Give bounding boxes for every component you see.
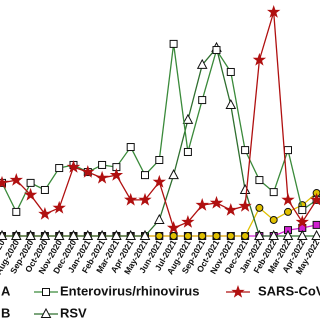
marker-circle: [169, 232, 178, 240]
marker-triangle: [111, 229, 122, 240]
marker-square: [183, 147, 192, 156]
marker-square: [312, 220, 320, 229]
legend-item: SARS-CoV-2: [226, 283, 320, 298]
marker-triangle: [96, 229, 108, 240]
marker-star: [209, 195, 224, 209]
marker-square: [12, 207, 21, 216]
marker-star: [252, 52, 267, 66]
series-line: [1, 43, 317, 214]
marker-star: [81, 165, 95, 178]
marker-circle: [155, 232, 164, 240]
marker-square: [298, 206, 307, 215]
marker-star: [295, 215, 309, 228]
marker-triangle: [0, 229, 8, 240]
marker-triangle: [40, 307, 52, 318]
marker-triangle: [311, 229, 320, 240]
marker-square: [284, 146, 292, 155]
marker-square: [155, 156, 164, 165]
legend-label: A: [1, 283, 11, 298]
marker-star: [138, 192, 152, 206]
legend-item: A: [1, 283, 11, 298]
marker-star: [231, 284, 245, 298]
marker-triangle: [282, 229, 294, 240]
marker-square: [226, 67, 235, 76]
marker-square: [55, 164, 64, 173]
marker-star: [66, 160, 81, 173]
marker-circle: [183, 232, 192, 240]
marker-triangle: [239, 183, 251, 194]
marker-star: [0, 175, 9, 189]
marker-triangle: [225, 98, 237, 110]
marker-star: [124, 192, 138, 206]
marker-star: [95, 170, 109, 184]
marker-star: [281, 192, 295, 206]
marker-triangle: [268, 229, 280, 240]
marker-star: [309, 192, 320, 206]
marker-square: [26, 178, 35, 187]
marker-triangle: [125, 229, 137, 240]
marker-star: [152, 174, 166, 188]
marker-square: [40, 185, 49, 194]
legend-label: B: [1, 305, 10, 320]
marker-square: [241, 146, 250, 155]
marker-triangle: [25, 229, 36, 240]
marker-star: [181, 215, 195, 228]
marker-triangle: [53, 229, 65, 240]
marker-square: [269, 188, 278, 197]
marker-star: [23, 187, 38, 201]
marker-triangle: [168, 169, 179, 180]
marker-star: [238, 199, 252, 212]
marker-star: [109, 168, 124, 181]
marker-star: [52, 200, 66, 214]
marker-circle: [284, 207, 292, 216]
series-line: [1, 11, 318, 229]
marker-triangle: [254, 229, 265, 240]
marker-star: [166, 220, 181, 234]
marker-star: [195, 198, 209, 211]
legend-item: Enterovirus/rhinovirus: [34, 283, 199, 298]
marker-square: [255, 176, 264, 185]
legend-label: Enterovirus/rhinovirus: [60, 283, 199, 298]
marker-triangle: [82, 229, 94, 240]
marker-circle: [255, 203, 264, 212]
legend-item: RSV: [34, 305, 87, 320]
marker-triangle: [68, 229, 79, 240]
marker-triangle: [10, 229, 22, 240]
marker-square: [141, 171, 149, 180]
legend-item: B: [1, 305, 10, 320]
marker-triangle: [296, 229, 308, 240]
marker-square: [126, 143, 135, 152]
marker-star: [224, 203, 238, 216]
marker-triangle: [39, 229, 51, 240]
marker-square: [212, 46, 221, 55]
marker-triangle: [139, 229, 151, 240]
marker-square: [42, 288, 50, 296]
marker-circle: [269, 215, 278, 224]
marker-circle: [198, 232, 207, 240]
marker-star: [38, 207, 52, 220]
marker-circle: [241, 232, 250, 240]
marker-square: [198, 96, 207, 105]
marker-star: [267, 5, 281, 18]
marker-square: [169, 39, 178, 48]
series-line: [2, 46, 317, 237]
marker-circle: [226, 232, 235, 240]
marker-star: [9, 173, 23, 186]
marker-triangle: [196, 58, 208, 69]
marker-triangle: [182, 113, 194, 124]
legend-label: SARS-CoV-2: [258, 283, 320, 298]
legend-label: RSV: [60, 305, 87, 320]
marker-square: [98, 160, 107, 169]
marker-triangle: [153, 213, 165, 224]
marker-circle: [212, 232, 221, 240]
